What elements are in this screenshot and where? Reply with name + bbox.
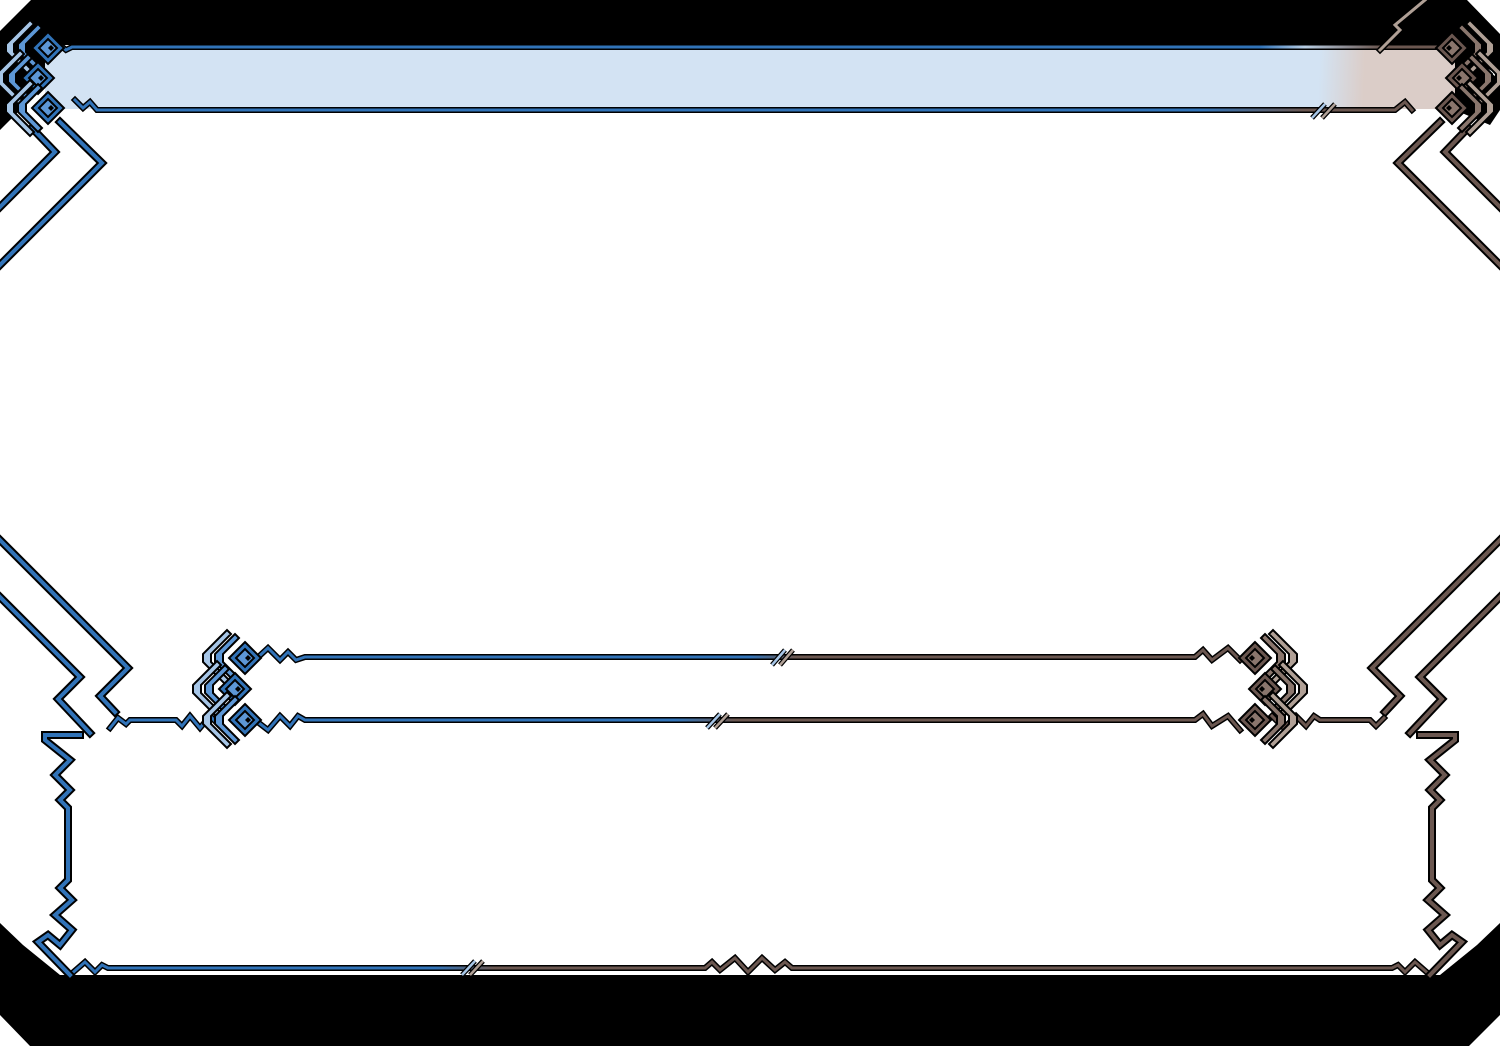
lower-left-diagonal-inner	[0, 594, 93, 736]
name-box-bottom-border-outline	[250, 709, 1245, 735]
lower-right-diagonal-inner	[1407, 594, 1500, 736]
name-box-right-ornament-icon	[1238, 629, 1308, 749]
top-right-accent	[1377, 0, 1428, 53]
name-box-bottom-border	[252, 711, 1243, 733]
upper-right-diagonal-inner	[1395, 119, 1500, 268]
top-mask	[0, 0, 1500, 130]
header-bottom-border	[72, 97, 1415, 113]
upper-left-diagonal-outer-outline	[0, 122, 61, 213]
upper-right-diagonal-outer	[1442, 125, 1500, 210]
lower-right-diagonal-outer	[1369, 537, 1500, 715]
bottom-mask	[0, 923, 1500, 1046]
name-box-top-border	[252, 645, 1243, 663]
header-bar	[45, 48, 1455, 109]
name-box-left-ornament-icon	[192, 629, 262, 749]
text-box-right-border	[1418, 733, 1466, 978]
upper-left-diagonal-outer	[0, 125, 58, 210]
upper-right-diagonal-outer-outline	[1439, 122, 1500, 213]
text-box-bottom-border	[67, 955, 1433, 978]
upper-left-diagonal-inner	[0, 119, 105, 268]
lower-left-diagonal-outer	[0, 537, 131, 715]
break-marks	[460, 102, 1337, 977]
text-box-left-border	[34, 733, 82, 978]
